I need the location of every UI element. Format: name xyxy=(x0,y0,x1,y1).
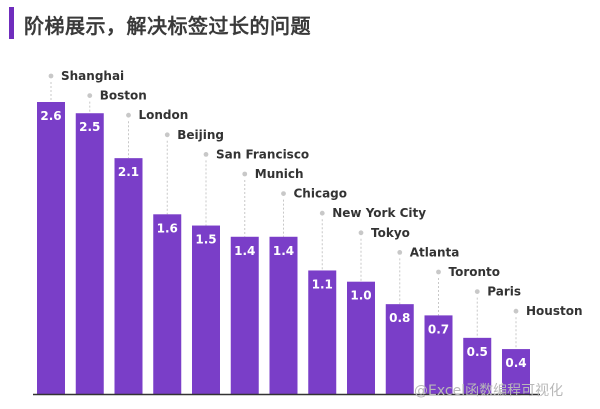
bar xyxy=(502,349,530,394)
leader-dot xyxy=(397,250,403,255)
bar-value-label: 1.4 xyxy=(273,244,294,258)
bar-value-label: 1.1 xyxy=(312,277,333,291)
watermark-text: @Excel函数编程可视化 xyxy=(414,383,564,399)
leader-dot xyxy=(203,152,209,157)
bar-value-label: 0.4 xyxy=(505,356,526,370)
bar-value-label: 1.6 xyxy=(157,221,178,235)
category-label: Shanghai xyxy=(61,69,124,83)
category-label: Munich xyxy=(255,167,304,181)
bar xyxy=(347,281,375,394)
bar xyxy=(75,113,104,394)
bar xyxy=(269,236,298,394)
bar-value-label: 0.5 xyxy=(467,345,488,359)
leader-dot xyxy=(48,73,54,79)
bar xyxy=(463,337,492,394)
leader-dot xyxy=(242,171,248,177)
category-label: San Francisco xyxy=(216,147,309,161)
leader-dot xyxy=(436,269,441,275)
watermark: @Excel函数编程可视化 xyxy=(414,380,563,400)
category-label: Tokyo xyxy=(371,226,410,240)
category-label: Paris xyxy=(487,285,521,299)
bar-value-label: 2.1 xyxy=(118,165,139,179)
bar-value-label: 2.5 xyxy=(79,120,100,134)
bar-value-label: 1.4 xyxy=(234,244,255,258)
category-label: Beijing xyxy=(177,128,224,142)
page-title: 阶梯展示，解决标签过长的问题 xyxy=(24,14,311,38)
leader-dot xyxy=(281,191,286,197)
bar-value-label: 0.7 xyxy=(428,322,449,336)
bar xyxy=(424,315,453,394)
bar xyxy=(230,236,259,394)
leader-dot xyxy=(319,210,325,216)
category-label: Chicago xyxy=(294,187,348,201)
title-accent-bar xyxy=(9,7,14,39)
bar xyxy=(192,225,220,394)
category-label: Toronto xyxy=(449,265,501,279)
category-label: London xyxy=(139,108,189,122)
bar xyxy=(153,214,182,394)
bar-value-label: 1.5 xyxy=(195,233,216,247)
bar xyxy=(308,270,337,394)
bar xyxy=(37,102,65,394)
leader-dot xyxy=(126,112,131,118)
category-label: Atlanta xyxy=(410,245,460,259)
category-label: Houston xyxy=(526,304,583,318)
leader-dot xyxy=(358,230,364,236)
bar-value-label: 2.6 xyxy=(40,109,61,123)
leader-dot xyxy=(164,132,170,138)
leader-dot xyxy=(513,308,519,314)
category-label: New York City xyxy=(332,206,426,220)
leader-dot xyxy=(87,93,93,98)
leader-dot xyxy=(474,289,480,294)
bar xyxy=(385,304,414,394)
bar-value-label: 1.0 xyxy=(350,289,371,303)
bar xyxy=(114,158,143,394)
bar-value-label: 0.8 xyxy=(389,311,410,325)
category-label: Boston xyxy=(100,89,147,103)
